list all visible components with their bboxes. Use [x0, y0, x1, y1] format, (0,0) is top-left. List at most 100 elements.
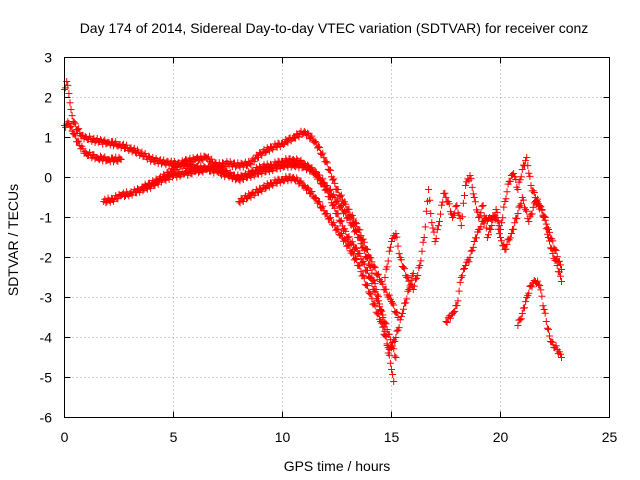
data-point: [534, 200, 537, 203]
data-point: [379, 280, 382, 283]
x-tick-label: 5: [170, 429, 178, 445]
data-point: [447, 200, 449, 203]
data-point: [547, 228, 550, 231]
data-point: [495, 216, 497, 219]
data-point: [96, 156, 98, 159]
data-point: [384, 276, 386, 279]
data-point: [368, 292, 371, 295]
data-point: [388, 348, 391, 351]
data-point: [547, 236, 550, 239]
data-point: [521, 312, 524, 315]
data-point: [281, 142, 284, 145]
data-point: [395, 336, 397, 339]
data-point: [552, 252, 554, 255]
data-point: [129, 147, 131, 150]
data-point: [85, 136, 88, 139]
data-point: [249, 194, 251, 197]
data-point: [85, 152, 88, 155]
data-point: [150, 182, 153, 185]
data-point: [530, 284, 532, 287]
data-point: [464, 184, 467, 187]
y-tick-label: -5: [40, 370, 53, 386]
data-point: [495, 208, 497, 211]
x-tick-label: 25: [602, 429, 618, 445]
data-point: [259, 152, 262, 155]
data-point: [292, 158, 295, 161]
data-point: [303, 130, 306, 133]
data-point: [142, 186, 144, 189]
data-point: [534, 196, 537, 199]
data-point: [314, 172, 317, 175]
series-arc-d: [139, 152, 400, 361]
data-point: [490, 224, 493, 227]
data-point: [303, 162, 306, 165]
data-point: [102, 200, 105, 203]
data-point: [530, 184, 532, 187]
data-point: [107, 158, 109, 161]
data-point: [238, 200, 240, 203]
data-point: [408, 288, 410, 291]
y-tick-label: -1: [40, 210, 53, 226]
data-point: [78, 144, 81, 147]
data-point: [227, 162, 229, 165]
data-point: [423, 236, 426, 239]
data-point: [172, 168, 175, 171]
data-point: [469, 174, 471, 177]
data-point: [460, 276, 463, 279]
data-point: [390, 300, 393, 303]
data-point: [368, 256, 371, 259]
data-point: [281, 178, 284, 181]
data-point: [538, 284, 541, 287]
data-point: [161, 161, 164, 164]
data-point: [473, 240, 476, 243]
data-point: [172, 162, 175, 165]
data-point: [482, 220, 484, 223]
data-point: [541, 208, 543, 211]
data-point: [118, 143, 120, 146]
y-tick-label: 1: [44, 130, 52, 146]
data-point: [386, 328, 388, 331]
x-tick-label: 0: [61, 429, 69, 445]
data-point: [358, 264, 360, 267]
data-point: [510, 232, 513, 235]
data-point: [438, 220, 441, 223]
data-point: [521, 168, 524, 171]
data-point: [560, 268, 563, 271]
data-point: [521, 196, 524, 199]
data-point: [517, 212, 519, 215]
data-point: [249, 172, 251, 175]
data-point: [72, 120, 75, 123]
series-arc-h: [514, 277, 565, 361]
y-axis-title: SDTVAR / TECUs: [5, 184, 21, 296]
data-point: [270, 182, 273, 185]
data-point: [473, 196, 476, 199]
data-point: [517, 188, 519, 191]
data-point: [194, 158, 197, 161]
data-point: [543, 308, 545, 311]
data-point: [336, 212, 338, 215]
data-point: [347, 208, 349, 211]
data-point: [120, 158, 122, 161]
data-point: [249, 162, 251, 165]
y-tick-label: -4: [40, 330, 53, 346]
data-point: [486, 236, 489, 239]
data-point: [314, 196, 317, 199]
y-tick-label: 2: [44, 90, 52, 106]
data-point: [456, 204, 458, 207]
data-point: [150, 158, 153, 161]
plot-frame: [64, 57, 610, 418]
data-point: [412, 288, 415, 291]
data-point: [434, 240, 436, 243]
x-tick-label: 20: [493, 429, 509, 445]
data-point: [292, 163, 295, 166]
y-tick-label: -3: [40, 290, 53, 306]
data-point: [292, 176, 295, 179]
data-point: [358, 236, 360, 239]
data-point: [368, 276, 371, 279]
data-point: [259, 188, 262, 191]
data-point: [161, 176, 164, 179]
data-point: [451, 216, 454, 219]
series-arc-c: [100, 127, 402, 321]
data-point: [98, 140, 101, 143]
